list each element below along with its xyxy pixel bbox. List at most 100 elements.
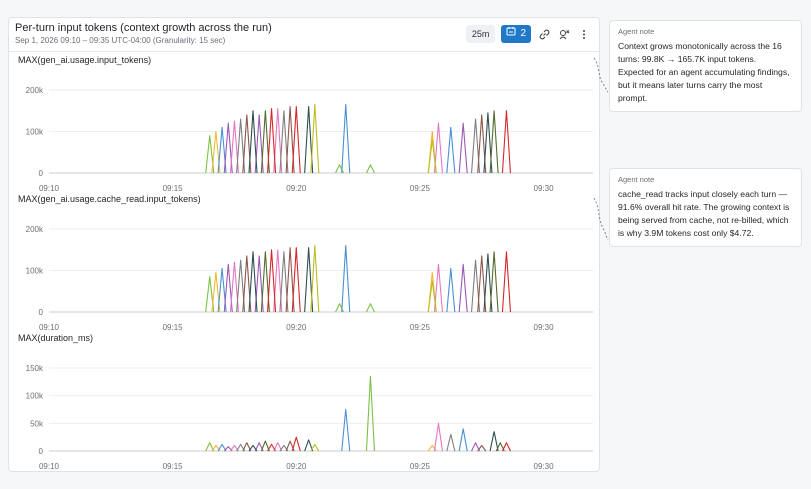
chart-cache-read-tokens-svg[interactable]: 200k 100k 0 09:10 09:15 09:20 09:25 09:30 [9,192,599,332]
series-3-spike-2 [458,122,468,174]
chart-duration: MAX(duration_ms) 150k 100k 50k 0 09:10 09:15 0… [9,331,599,471]
series-2-spike-2 [458,428,468,452]
series-9-spike-0 [266,249,277,313]
series-4-spike-2 [433,422,443,452]
panel-toolbar: 25m 2 [465,24,591,44]
series-5-spike-2 [470,259,481,313]
x-tick-label: 09:15 [163,323,184,332]
series-1-spike-0 [211,130,221,174]
series-5-spike-2 [446,433,456,452]
series-2-spike-0 [217,126,227,174]
series-7-spike-1 [304,439,314,452]
series-6-spike-2 [477,444,487,452]
series-0-spike-1 [365,375,376,452]
series-2-spike-1 [341,245,351,313]
series-7-spike-1 [304,247,314,313]
series-2-spike-1 [341,103,351,174]
series-10-spike-0 [310,245,320,313]
link-icon[interactable] [537,27,551,41]
time-range-button[interactable]: 25m [465,25,496,43]
series-3-spike-1 [254,442,264,452]
y-tick-label: 100k [26,128,44,137]
x-tick-label: 09:15 [163,184,184,193]
series-2-spike-2 [446,267,456,313]
x-tick-label: 09:10 [39,323,60,332]
series-9-spike-1 [291,106,301,174]
series-6-spike-0 [242,442,252,452]
series-4-spike-1 [273,442,283,452]
note-body: Context grows monotonically across the 1… [618,41,790,103]
series-4-spike-1 [273,249,283,313]
series-10-spike-1 [427,280,437,313]
note-connector [593,197,609,241]
more-vertical-icon[interactable] [577,27,591,41]
series-2-spike-2 [446,126,456,174]
series-7-spike-2 [483,253,493,313]
x-tick-label: 09:30 [534,184,555,193]
note-body: cache_read tracks input closely each tur… [618,189,790,238]
series-8-spike-0 [260,110,270,174]
x-tick-label: 09:20 [286,184,307,193]
series-9-spike-2 [501,110,512,174]
x-tick-label: 09:25 [410,323,431,332]
chart-panel: Per-turn input tokens (context growth ac… [8,17,600,472]
series-7-spike-0 [248,444,258,452]
series-8-spike-0 [260,440,270,452]
panel-header: Per-turn input tokens (context growth ac… [9,18,599,52]
series-5-spike-0 [236,259,246,313]
y-tick-label: 50k [30,419,44,428]
y-tick-label: 200k [26,225,44,234]
note-heading: Agent note [618,27,655,36]
share-icon[interactable] [557,27,571,41]
series-8-spike-1 [495,442,505,452]
y-tick-label: 200k [26,86,44,95]
series-3-spike-2 [458,263,468,313]
series-9-spike-2 [501,442,511,452]
series-6-spike-0 [242,114,252,174]
series-10-spike-0 [310,103,320,174]
note-heading: Agent note [618,175,655,184]
series-5-spike-1 [279,251,289,313]
y-tick-label: 0 [39,447,44,456]
series-10-spike-0 [310,443,320,452]
series-5-spike-1 [279,110,289,174]
series-4-spike-0 [229,120,240,174]
series-9-spike-1 [291,247,301,313]
series-6-spike-2 [477,255,487,313]
agent-note-2: Agent note cache_read tracks input close… [609,168,802,247]
series-0-spike-2 [365,303,375,313]
series-9-spike-2 [501,251,512,313]
alerts-button[interactable]: 2 [501,25,531,43]
series-6-spike-1 [285,247,295,313]
series-0-spike-2 [365,164,375,174]
series-3-spike-1 [254,255,264,313]
x-tick-label: 09:25 [410,462,431,471]
series-2-spike-1 [341,408,351,452]
panel-title: Per-turn input tokens (context growth ac… [15,22,272,34]
chart-input-tokens-svg[interactable]: 200k 100k 0 09:10 09:15 09:20 09:25 09:30 [9,53,599,193]
series-4-spike-0 [229,261,240,313]
series-6-spike-2 [477,114,487,174]
series-6-spike-0 [242,255,252,313]
series-6-spike-1 [285,106,295,174]
y-tick-label: 100k [26,267,44,276]
alert-count: 2 [520,28,526,39]
x-tick-label: 09:10 [39,184,60,193]
x-tick-label: 09:10 [39,462,60,471]
series-5-spike-0 [236,118,246,174]
series-8-spike-1 [489,110,499,174]
x-tick-label: 09:25 [410,184,431,193]
series-4-spike-2 [433,263,444,313]
series-3-spike-2 [471,442,481,452]
series-9-spike-1 [291,436,301,452]
series-10-spike-1 [427,139,437,174]
series-0-spike-0 [205,276,215,313]
series-7-spike-0 [248,251,258,313]
y-tick-label: 100k [26,392,44,401]
x-tick-label: 09:15 [163,462,184,471]
series-3-spike-0 [223,263,233,313]
chart-duration-svg[interactable]: 150k 100k 50k 0 09:10 09:15 09:20 09:25 09:30 [9,331,599,471]
series-4-spike-1 [273,108,283,174]
series-1-spike-0 [211,272,221,313]
y-tick-label: 150k [26,364,44,373]
